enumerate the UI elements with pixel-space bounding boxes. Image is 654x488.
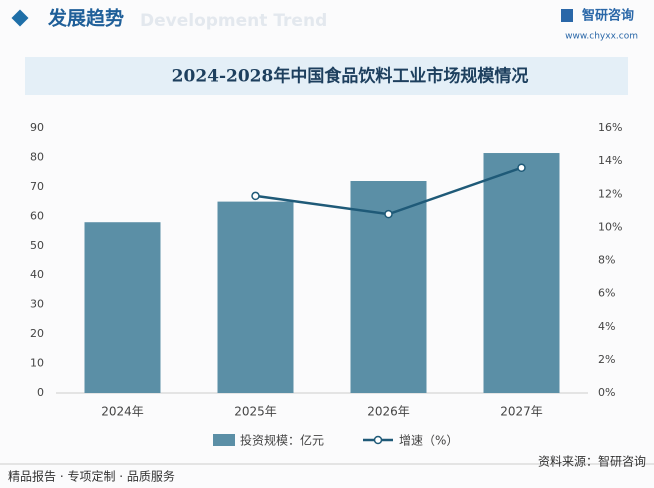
line-point xyxy=(251,191,260,201)
line-point xyxy=(384,209,393,219)
y2-tick-label: 10% xyxy=(598,220,622,233)
header-subtitle: Development Trend xyxy=(140,11,327,31)
x-tick-label: 2025年 xyxy=(234,405,277,419)
legend-label: 增速（%） xyxy=(399,434,458,448)
line-point xyxy=(517,163,526,172)
x-tick-label: 2026年 xyxy=(367,405,410,419)
logo-icon xyxy=(561,9,573,22)
y-tick-label: 60 xyxy=(30,209,44,222)
y2-tick-label: 8% xyxy=(598,254,615,267)
y-tick-label: 10 xyxy=(30,357,44,370)
y-tick-label: 40 xyxy=(30,268,44,281)
y2-tick-label: 6% xyxy=(598,287,615,300)
bar xyxy=(217,201,294,393)
y2-tick-label: 14% xyxy=(598,154,622,167)
y-tick-label: 0 xyxy=(37,386,44,399)
y2-tick-label: 4% xyxy=(598,320,615,333)
y2-tick-label: 16% xyxy=(598,121,622,134)
y2-tick-label: 2% xyxy=(598,353,615,366)
bar xyxy=(483,153,560,393)
legend-swatch xyxy=(213,434,235,446)
y-tick-label: 90 xyxy=(30,121,44,134)
title-bar xyxy=(25,57,628,95)
logo-text: 智研咨询 xyxy=(582,8,634,24)
chart-title: 2024-2028年中国食品饮料工业市场规模情况 xyxy=(172,66,529,87)
y-tick-label: 80 xyxy=(30,150,44,163)
footer-source: 资料来源：智研咨询 xyxy=(538,454,646,469)
legend-swatch xyxy=(373,435,383,445)
y2-tick-label: 12% xyxy=(598,187,622,200)
bar xyxy=(84,222,161,393)
footer-left: 精品报告 · 专项定制 · 品质服务 xyxy=(8,469,175,484)
header-title: 发展趋势 xyxy=(47,7,124,30)
y-tick-label: 70 xyxy=(30,180,44,193)
y-tick-label: 50 xyxy=(30,239,44,252)
x-tick-label: 2027年 xyxy=(500,405,543,419)
legend-label: 投资规模：亿元 xyxy=(240,433,324,448)
y-tick-label: 20 xyxy=(30,327,44,340)
y2-tick-label: 0% xyxy=(598,386,615,399)
y-tick-label: 30 xyxy=(30,298,44,311)
header-url: www.chyxx.com xyxy=(565,32,638,42)
x-tick-label: 2024年 xyxy=(101,405,144,419)
